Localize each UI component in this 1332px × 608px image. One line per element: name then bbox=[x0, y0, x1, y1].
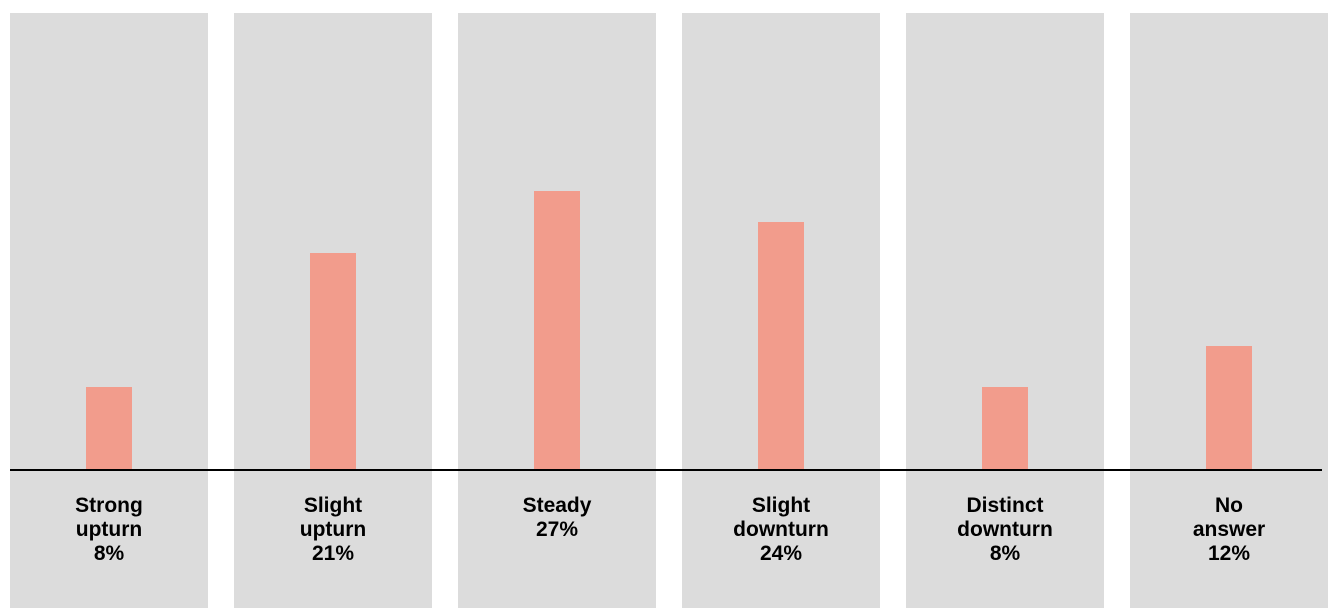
bar-3 bbox=[758, 221, 804, 470]
bar-4 bbox=[982, 387, 1028, 470]
value-label: 27% bbox=[535, 518, 579, 541]
category-label-2: Steady 27% bbox=[458, 494, 656, 542]
column-background bbox=[10, 13, 208, 608]
category-text: Distinct bbox=[966, 494, 1044, 517]
value-label: 8% bbox=[989, 542, 1021, 565]
value-label: 24% bbox=[759, 542, 803, 565]
value-label: 21% bbox=[311, 542, 355, 565]
category-text: answer bbox=[1192, 518, 1266, 541]
category-text: downturn bbox=[733, 518, 829, 541]
column-background bbox=[1130, 13, 1328, 608]
category-label-4: Distinct downturn 8% bbox=[906, 494, 1104, 566]
category-text: No bbox=[1215, 494, 1243, 517]
category-text: Slight bbox=[751, 494, 811, 517]
bar-5 bbox=[1206, 345, 1252, 470]
category-text: Slight bbox=[303, 494, 363, 517]
category-label-3: Slight downturn 24% bbox=[682, 494, 880, 566]
x-axis-baseline bbox=[10, 469, 1322, 471]
category-text: Strong bbox=[75, 494, 143, 517]
category-text: upturn bbox=[299, 518, 367, 541]
category-label-1: Slight upturn 21% bbox=[234, 494, 432, 566]
bar-1 bbox=[310, 252, 356, 470]
category-text: Steady bbox=[522, 494, 592, 517]
category-text: downturn bbox=[957, 518, 1053, 541]
category-text: upturn bbox=[75, 518, 143, 541]
column-background bbox=[906, 13, 1104, 608]
bar-0 bbox=[86, 387, 132, 470]
value-label: 8% bbox=[93, 542, 125, 565]
category-label-5: No answer 12% bbox=[1130, 494, 1328, 566]
category-label-0: Strong upturn 8% bbox=[10, 494, 208, 566]
value-label: 12% bbox=[1207, 542, 1251, 565]
bar-2 bbox=[534, 190, 580, 470]
